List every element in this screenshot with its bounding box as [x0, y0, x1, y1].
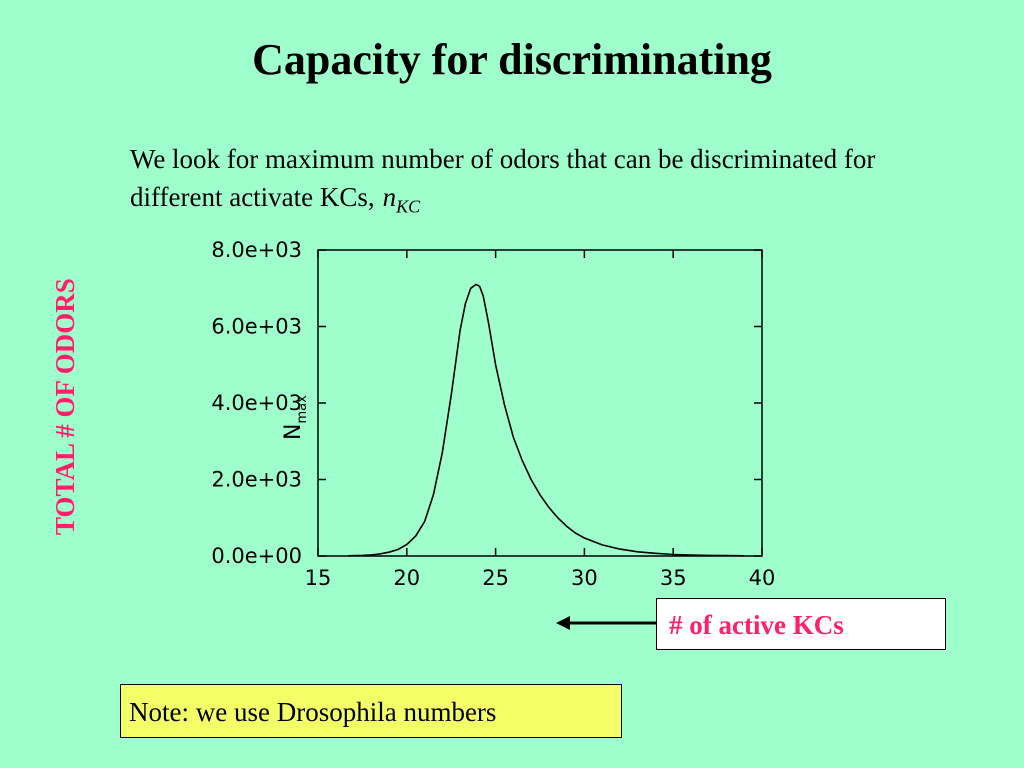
nkc-base: n: [382, 182, 397, 212]
total-odors-label: TOTAL # OF ODORS: [48, 278, 138, 540]
y-tick-label: 2.0e+03: [211, 468, 302, 492]
nmax-chart: 15 20 25 30 35 40 0.0e+00 2.0e+03 4.0e+03 6.0e+03…: [211, 238, 776, 634]
total-odors-text: TOTAL # OF ODORS: [50, 278, 80, 535]
nkc-variable: nKC: [382, 182, 421, 216]
y-tick-label: 8.0e+03: [211, 238, 302, 262]
nmax-curve: [348, 283, 745, 557]
nkc-sub: KC: [396, 196, 421, 217]
plot-frame: [317, 249, 763, 557]
y-tick-label: 6.0e+03: [211, 315, 302, 339]
y-tick-label: 0.0e+00: [211, 544, 302, 568]
x-tick-label: 40: [749, 566, 776, 590]
y-axis-label: Nmax: [281, 395, 310, 440]
x-tick-label: 15: [305, 566, 332, 590]
x-axis-label: nKC: [513, 607, 541, 610]
active-kcs-box: # of active KCs: [656, 598, 946, 650]
x-tick-label: 25: [482, 566, 509, 590]
arrow-head-icon: [556, 616, 570, 630]
slide-description: We look for maximum number of odors that…: [130, 140, 890, 225]
description-text: We look for maximum number of odors that…: [130, 144, 876, 212]
note-box: Note: we use Drosophila numbers: [120, 684, 622, 738]
x-axis-label-base: n: [513, 607, 526, 610]
x-tick-label: 30: [571, 566, 598, 590]
y-tick-label: 4.0e+03: [211, 391, 302, 415]
x-tick-label: 20: [393, 566, 420, 590]
y-axis-label-sub: max: [295, 395, 310, 424]
slide-title: Capacity for discriminating: [252, 35, 772, 84]
chart-container: 15 20 25 30 35 40 0.0e+00 2.0e+03 4.0e+03 6.0e+03…: [185, 230, 785, 634]
x-tick-label: 35: [660, 566, 687, 590]
y-axis-label-base: N: [281, 424, 306, 440]
